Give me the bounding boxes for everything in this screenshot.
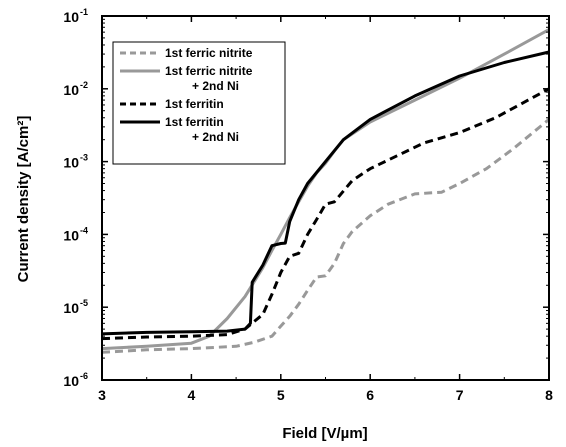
x-tick-label: 4 — [188, 387, 196, 403]
y-tick-exponent: -6 — [80, 371, 88, 381]
x-axis: 3 4 5 6 7 8 — [98, 16, 553, 403]
y-axis: 10-610-510-410-310-210-1 — [63, 7, 549, 389]
x-tick-label: 6 — [366, 387, 374, 403]
series-line-1st-ferritin — [101, 87, 550, 341]
y-tick-exponent: -2 — [80, 80, 88, 90]
plot-lines — [101, 28, 550, 354]
x-tick-label: 3 — [98, 387, 106, 403]
x-tick-label: 5 — [277, 387, 285, 403]
x-tick-label: 7 — [456, 387, 464, 403]
y-axis-title: Current density [A/cm²] — [15, 116, 32, 283]
legend-label: 1st ferritin — [165, 97, 224, 111]
x-axis-title: Field [V/µm] — [282, 425, 367, 442]
y-tick-label: 10 — [63, 300, 79, 316]
y-tick-label: 10 — [63, 373, 79, 389]
y-tick-label: 10 — [63, 155, 79, 171]
legend-label: 1st ferric nitrite — [165, 64, 253, 78]
y-tick-label: 10 — [63, 227, 79, 243]
legend-label: 1st ferritin — [165, 115, 224, 129]
legend-label: + 2nd Ni — [192, 79, 239, 93]
legend-label: + 2nd Ni — [192, 130, 239, 144]
y-tick-label: 10 — [63, 82, 79, 98]
y-tick-label: 10 — [63, 9, 79, 25]
y-tick-exponent: -4 — [80, 225, 88, 235]
series-line-1st-ferric-nitrite — [101, 118, 550, 354]
legend-label: 1st ferric nitrite — [165, 46, 253, 60]
y-tick-exponent: -5 — [80, 298, 88, 308]
x-tick-label: 8 — [545, 387, 553, 403]
series-line-1st-ferritin-2nd-ni — [101, 50, 550, 336]
y-tick-exponent: -1 — [80, 7, 88, 17]
y-tick-exponent: -3 — [80, 153, 88, 163]
